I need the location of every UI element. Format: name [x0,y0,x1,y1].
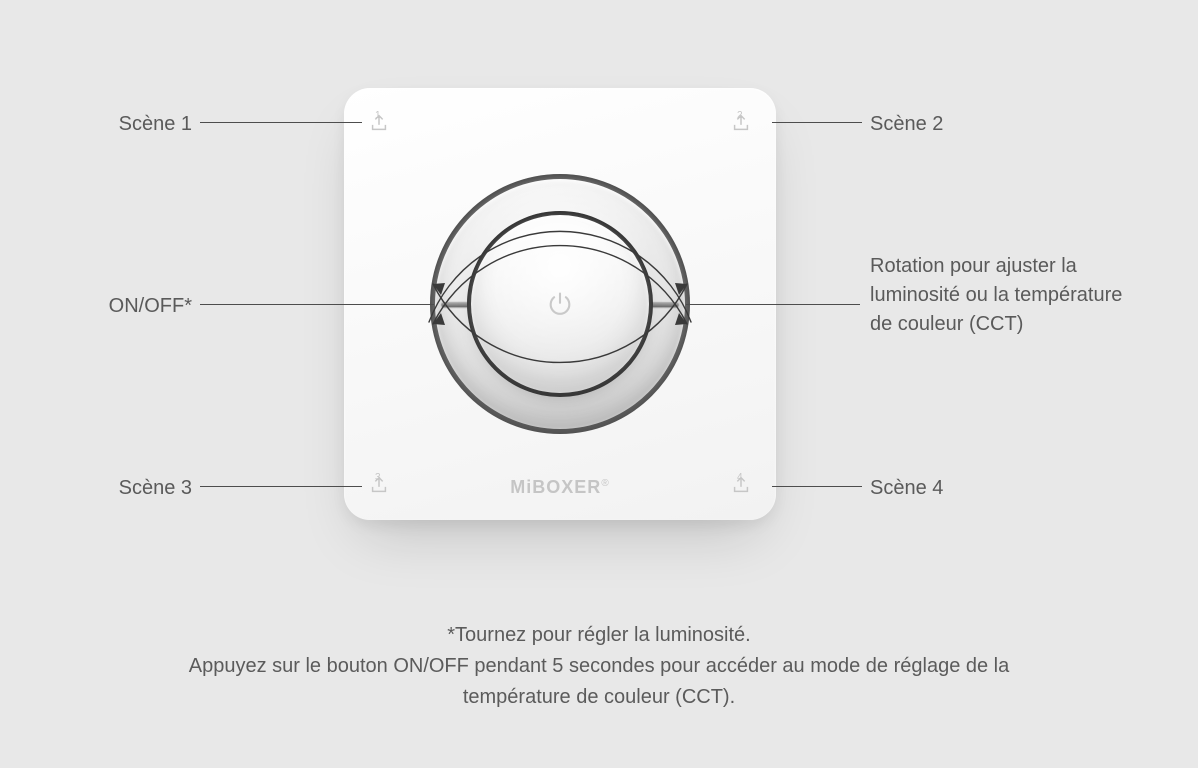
leader-onoff [200,304,434,305]
leader-rotation [686,304,860,305]
label-scene4: Scène 4 [870,474,943,503]
label-rotation: Rotation pour ajuster la luminosité ou l… [870,252,1140,339]
label-scene3: Scène 3 [119,474,192,503]
scene-4-number: 4 [737,472,743,483]
scene-3-icon: 3 [368,474,390,496]
leader-scene4 [772,486,862,487]
power-button[interactable] [471,215,649,393]
scene-2-icon: 2 [730,112,752,134]
brand-suffix: ® [601,478,609,489]
brand-label: MiBOXER® [510,477,609,498]
scene-1-number: 1 [375,110,381,121]
footnote: *Tournez pour régler la luminosité. Appu… [149,620,1049,713]
label-scene1: Scène 1 [119,110,192,139]
leader-scene3 [200,486,362,487]
scene-1-icon: 1 [368,112,390,134]
label-scene2: Scène 2 [870,110,943,139]
knob-notch-right [649,301,679,307]
scene-3-number: 3 [375,472,381,483]
diagram-stage: 1 2 3 4 MiBOXER® [0,0,1198,768]
leader-scene2 [772,122,862,123]
brand-text: MiBOXER [510,477,601,497]
label-onoff: ON/OFF* [109,292,192,321]
leader-scene1 [200,122,362,123]
scene-4-icon: 4 [730,474,752,496]
power-icon [546,290,574,318]
scene-2-number: 2 [737,110,743,121]
